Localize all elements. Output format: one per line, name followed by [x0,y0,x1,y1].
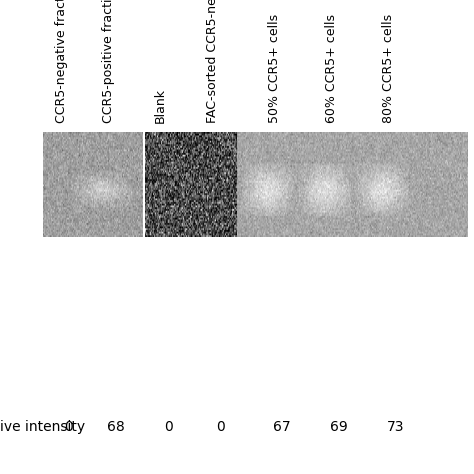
Text: 73: 73 [387,419,404,434]
Text: FAC-sorted CCR5-negative cells: FAC-sorted CCR5-negative cells [206,0,219,123]
Text: 80% CCR5+ cells: 80% CCR5+ cells [382,14,394,123]
Text: 68: 68 [107,419,125,434]
Text: Blank: Blank [154,88,167,123]
Text: 0: 0 [216,419,225,434]
Text: 69: 69 [330,419,348,434]
Text: CCR5-positive fraction: CCR5-positive fraction [102,0,115,123]
Text: ive intensity: ive intensity [0,419,85,434]
Text: CCR5-negative fraction: CCR5-negative fraction [55,0,67,123]
Text: 67: 67 [273,419,291,434]
Text: 0: 0 [64,419,73,434]
Text: 0: 0 [164,419,173,434]
Text: 60% CCR5+ cells: 60% CCR5+ cells [325,14,337,123]
Text: 50% CCR5+ cells: 50% CCR5+ cells [268,14,281,123]
